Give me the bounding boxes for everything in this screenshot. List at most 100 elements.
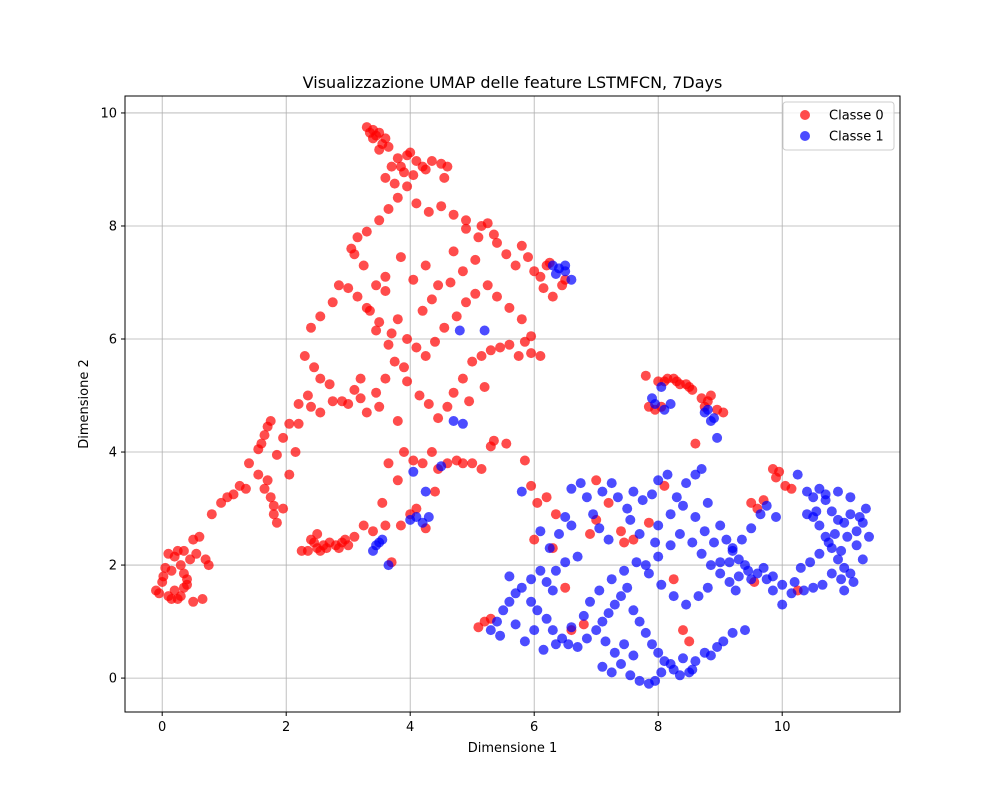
- data-point: [206, 509, 217, 520]
- data-point: [349, 249, 360, 260]
- data-point: [411, 342, 422, 353]
- data-point: [485, 625, 496, 636]
- data-point: [557, 280, 568, 291]
- data-point: [371, 387, 382, 398]
- data-point: [845, 568, 856, 579]
- data-point: [709, 413, 719, 424]
- data-point: [433, 280, 444, 291]
- data-point: [361, 302, 372, 313]
- data-point: [380, 271, 391, 282]
- data-point: [820, 489, 831, 500]
- data-point: [498, 605, 509, 616]
- data-point: [442, 401, 453, 412]
- data-point: [340, 534, 351, 545]
- data-point: [836, 574, 847, 585]
- data-point: [609, 599, 620, 610]
- data-point: [786, 588, 797, 599]
- data-point: [721, 534, 732, 545]
- series-classe-0: [151, 122, 803, 647]
- data-point: [349, 384, 360, 395]
- data-point: [268, 500, 279, 511]
- data-point: [687, 537, 698, 548]
- data-point: [674, 529, 685, 539]
- data-point: [709, 537, 719, 548]
- data-point: [575, 478, 586, 489]
- data-point: [808, 582, 819, 593]
- y-tick-label: 8: [109, 219, 117, 234]
- data-point: [333, 280, 344, 291]
- data-point: [395, 252, 406, 263]
- data-point: [355, 393, 366, 404]
- data-point: [727, 627, 738, 638]
- data-point: [374, 401, 385, 412]
- data-point: [262, 475, 273, 486]
- data-point: [653, 647, 664, 658]
- data-point: [464, 396, 475, 407]
- data-point: [606, 667, 617, 678]
- data-point: [290, 447, 301, 457]
- data-point: [405, 147, 416, 158]
- data-point: [178, 568, 189, 579]
- data-point: [154, 588, 165, 599]
- y-tick-label: 4: [109, 446, 117, 461]
- data-point: [504, 339, 515, 350]
- data-point: [535, 565, 546, 576]
- data-point: [647, 489, 657, 500]
- data-point: [389, 178, 400, 189]
- data-point: [811, 506, 822, 517]
- data-point: [278, 432, 289, 443]
- data-point: [681, 599, 692, 610]
- data-point: [513, 351, 524, 361]
- data-point: [603, 497, 614, 508]
- data-point: [457, 266, 468, 277]
- data-point: [380, 520, 391, 531]
- data-point: [526, 348, 537, 359]
- data-point: [702, 497, 713, 508]
- data-point: [560, 260, 571, 271]
- data-point: [510, 619, 521, 630]
- data-point: [687, 384, 698, 395]
- y-tick-label: 2: [109, 559, 117, 574]
- data-point: [826, 506, 837, 517]
- data-point: [244, 458, 254, 469]
- data-point: [256, 438, 267, 449]
- data-point: [485, 441, 496, 452]
- data-point: [566, 274, 577, 285]
- data-point: [523, 252, 533, 263]
- data-point: [485, 345, 496, 356]
- data-point: [758, 562, 769, 573]
- data-point: [625, 514, 636, 525]
- data-point: [581, 492, 592, 503]
- data-point: [420, 351, 431, 361]
- data-point: [417, 305, 428, 316]
- data-point: [457, 418, 468, 429]
- data-point: [606, 574, 617, 585]
- data-point: [699, 526, 710, 537]
- data-point: [426, 156, 437, 166]
- legend-box: [782, 101, 895, 151]
- data-point: [560, 582, 571, 593]
- legend-marker-classe-0: [800, 110, 810, 120]
- data-point: [488, 229, 499, 240]
- x-axis-label: Dimensione 1: [468, 741, 558, 756]
- data-point: [519, 636, 530, 647]
- data-point: [712, 432, 723, 443]
- data-point: [625, 670, 636, 681]
- data-point: [271, 517, 282, 528]
- data-point: [771, 512, 781, 522]
- data-point: [628, 605, 639, 616]
- data-point: [585, 529, 595, 539]
- data-point: [371, 325, 382, 336]
- data-point: [457, 458, 468, 469]
- legend: Classe 0 Classe 1: [782, 101, 895, 151]
- data-point: [662, 469, 673, 480]
- data-point: [451, 311, 462, 322]
- data-point: [671, 492, 682, 503]
- data-point: [802, 509, 812, 520]
- data-point: [358, 520, 369, 531]
- data-point: [265, 492, 276, 503]
- data-point: [724, 557, 735, 568]
- data-point: [733, 571, 744, 582]
- data-point: [436, 461, 447, 472]
- legend-marker-classe-1: [800, 131, 810, 141]
